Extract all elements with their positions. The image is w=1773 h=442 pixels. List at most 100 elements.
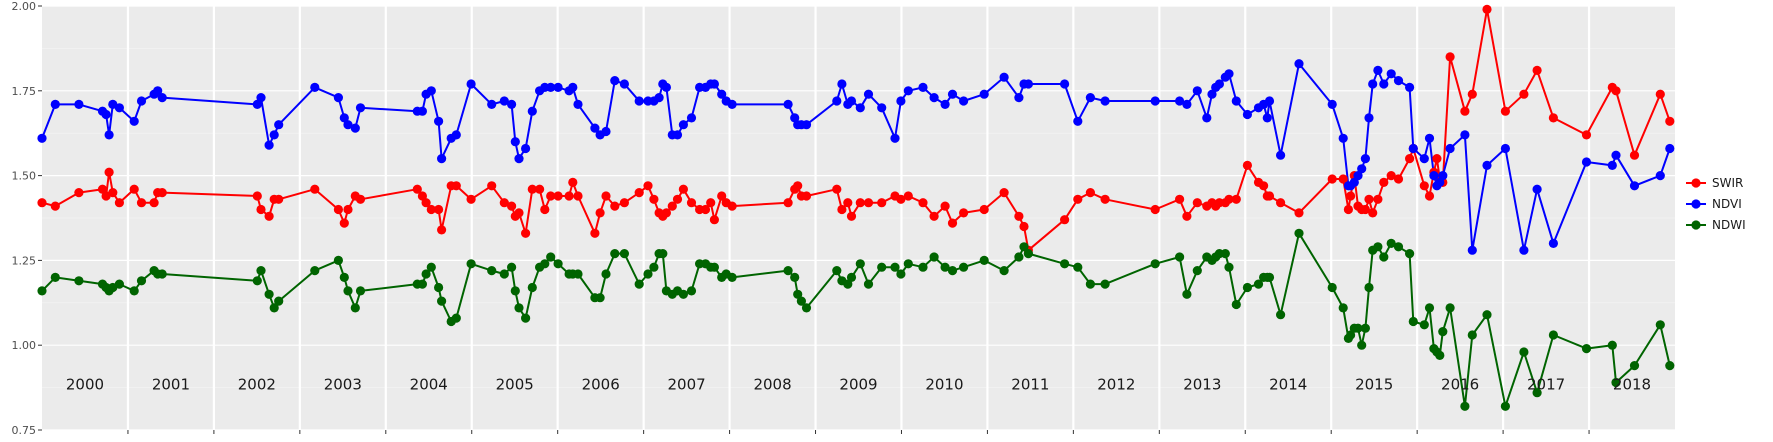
data-point-ndwi — [355, 286, 366, 296]
data-point-ndwi — [1629, 361, 1640, 371]
data-point-ndvi — [619, 79, 630, 89]
data-point-ndvi — [1373, 65, 1383, 75]
data-point-swir — [801, 191, 812, 201]
data-point-ndwi — [1242, 282, 1252, 293]
data-point-ndvi — [929, 93, 939, 103]
data-point-ndvi — [1327, 99, 1337, 109]
year-separators — [126, 6, 1591, 434]
data-point-ndwi — [1019, 242, 1029, 252]
data-point-ndvi — [1192, 86, 1202, 96]
data-point-swir — [649, 194, 659, 204]
data-point-ndvi — [1073, 116, 1083, 126]
data-point-swir — [434, 204, 444, 215]
data-point-swir — [1014, 211, 1024, 221]
data-point-ndvi — [104, 130, 114, 140]
data-point-swir — [1445, 52, 1455, 62]
data-point-ndvi — [157, 93, 167, 103]
data-point-ndwi — [1231, 299, 1241, 310]
data-point-ndvi — [717, 89, 727, 99]
data-point-swir — [1629, 150, 1640, 160]
data-point-swir — [1432, 154, 1442, 164]
data-point-ndwi — [601, 269, 611, 279]
year-label: 2005 — [496, 375, 534, 393]
data-point-swir — [1405, 154, 1415, 164]
data-point-ndwi — [1438, 327, 1448, 337]
data-point-swir — [727, 201, 737, 211]
data-point-swir — [1343, 204, 1353, 215]
data-point-ndwi — [1294, 228, 1304, 238]
data-point-swir — [1100, 194, 1110, 204]
year-label: 2015 — [1355, 375, 1393, 393]
data-point-ndvi — [709, 79, 720, 89]
data-point-swir — [1611, 86, 1621, 96]
data-point-ndwi — [1373, 242, 1383, 252]
data-point-ndwi — [1364, 282, 1374, 293]
data-point-swir — [310, 184, 320, 194]
year-label: 2010 — [925, 375, 963, 393]
data-point-ndvi — [1294, 59, 1304, 69]
data-point-ndwi — [1220, 249, 1230, 259]
data-point-ndwi — [264, 289, 274, 299]
year-label: 2002 — [238, 375, 276, 393]
data-point-ndwi — [999, 266, 1009, 276]
data-point-ndvi — [499, 96, 509, 106]
data-point-swir — [1467, 89, 1477, 99]
data-point-ndwi — [499, 269, 509, 279]
year-label: 2004 — [410, 375, 448, 393]
data-point-ndvi — [661, 82, 672, 92]
data-point-ndvi — [1438, 171, 1448, 181]
data-point-swir — [343, 204, 353, 215]
data-point-swir — [1373, 194, 1383, 204]
data-point-swir — [661, 208, 672, 218]
data-point-ndwi — [709, 262, 720, 272]
data-point-swir — [1379, 177, 1389, 187]
data-point-ndvi — [1202, 113, 1212, 123]
data-point-swir — [417, 191, 427, 201]
data-point-swir — [843, 198, 853, 208]
series-points — [37, 4, 1675, 411]
data-point-ndwi — [421, 269, 431, 279]
data-point-ndwi — [801, 303, 812, 313]
data-point-ndvi — [896, 96, 906, 106]
data-point-swir — [940, 201, 950, 211]
legend-label-ndwi: NDWI — [1712, 218, 1746, 232]
data-point-ndwi — [619, 249, 630, 259]
y-tick-labels: 0.75 1.00 1.25 1.50 1.75 2.00 — [12, 0, 42, 437]
data-point-ndwi — [1085, 279, 1095, 289]
year-label: 2011 — [1011, 375, 1049, 393]
data-point-swir — [157, 188, 167, 198]
data-point-swir — [564, 191, 574, 201]
data-point-swir — [686, 198, 697, 208]
data-point-swir — [1368, 208, 1378, 218]
data-point-ndvi — [1482, 160, 1492, 170]
data-point-swir — [1548, 113, 1558, 123]
data-point-swir — [896, 194, 906, 204]
data-point-swir — [129, 184, 139, 194]
data-point-ndwi — [863, 279, 874, 289]
data-point-swir — [918, 198, 928, 208]
year-label: 2008 — [753, 375, 791, 393]
data-point-ndwi — [1150, 259, 1160, 269]
data-point-ndvi — [634, 96, 644, 106]
data-point-ndvi — [1231, 96, 1241, 106]
data-point-ndvi — [903, 86, 913, 96]
data-point-ndvi — [1224, 69, 1234, 79]
data-point-swir — [1060, 215, 1070, 225]
data-point-ndwi — [727, 272, 737, 282]
data-point-ndwi — [1253, 279, 1264, 289]
data-point-swir — [855, 198, 865, 208]
data-point-swir — [149, 198, 159, 208]
legend-label-ndvi: NDVI — [1712, 197, 1742, 211]
data-point-ndwi — [1419, 320, 1429, 330]
data-point-ndwi — [333, 255, 343, 265]
data-point-ndvi — [343, 120, 353, 130]
data-point-ndvi — [1611, 150, 1621, 160]
data-point-ndvi — [727, 99, 737, 109]
data-point-ndvi — [890, 133, 900, 143]
data-point-swir — [339, 218, 349, 228]
data-point-swir — [837, 204, 847, 215]
data-point-ndwi — [510, 286, 520, 296]
data-point-ndvi — [1150, 96, 1160, 106]
data-point-swir — [1175, 194, 1185, 204]
data-point-ndvi — [877, 103, 887, 113]
